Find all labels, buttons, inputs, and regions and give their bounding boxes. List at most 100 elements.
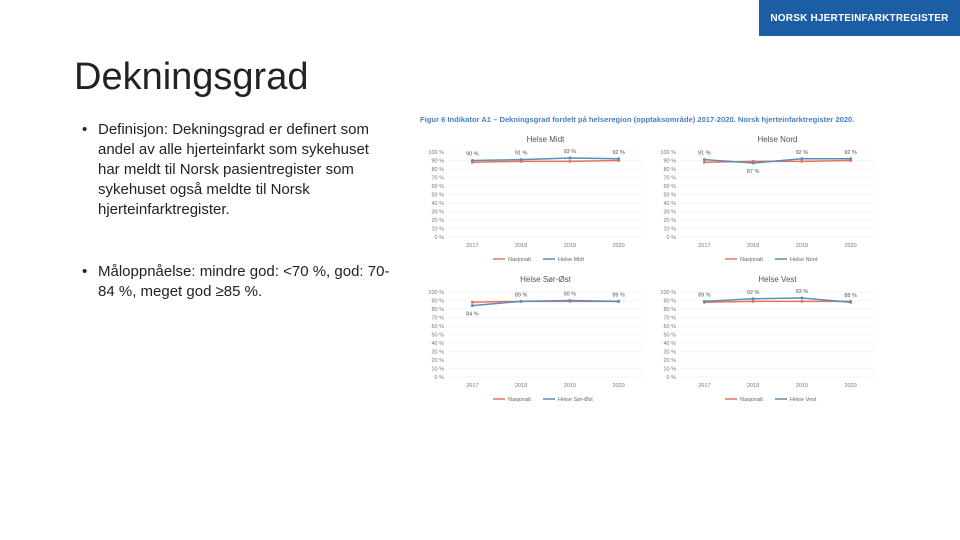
data-label: 92 % bbox=[747, 290, 760, 296]
y-tick-label: 0 % bbox=[435, 235, 445, 241]
data-label: 90 % bbox=[564, 292, 577, 298]
point bbox=[617, 157, 621, 161]
chart-title: Helse Nord bbox=[757, 135, 797, 144]
y-tick-label: 60 % bbox=[431, 184, 444, 190]
x-tick-label: 2018 bbox=[515, 383, 527, 389]
legend-label: Helse Vest bbox=[790, 397, 817, 403]
y-tick-label: 60 % bbox=[431, 324, 444, 330]
y-tick-label: 30 % bbox=[663, 210, 676, 216]
bullet: Måloppnåelse: mindre god: <70 %, god: 70… bbox=[80, 262, 390, 302]
bullet-list: Definisjon: Dekningsgrad er definert som… bbox=[80, 120, 390, 344]
point bbox=[568, 159, 572, 163]
y-tick-label: 80 % bbox=[663, 167, 676, 173]
y-tick-label: 10 % bbox=[663, 367, 676, 373]
y-tick-label: 70 % bbox=[431, 176, 444, 182]
y-tick-label: 90 % bbox=[663, 159, 676, 165]
point bbox=[470, 304, 474, 308]
y-tick-label: 100 % bbox=[660, 150, 676, 156]
x-tick-label: 2020 bbox=[613, 383, 625, 389]
point bbox=[519, 158, 523, 162]
x-tick-label: 2020 bbox=[845, 243, 857, 249]
y-tick-label: 0 % bbox=[667, 375, 677, 381]
data-label: 89 % bbox=[612, 292, 625, 298]
point bbox=[702, 158, 706, 162]
point bbox=[751, 161, 755, 165]
data-label: 88 % bbox=[844, 293, 857, 299]
slide-title: Dekningsgrad bbox=[74, 56, 309, 98]
legend-label: Nasjonalt bbox=[508, 257, 531, 263]
legend-label: Nasjonalt bbox=[508, 397, 531, 403]
data-label: 93 % bbox=[564, 149, 577, 155]
data-label: 91 % bbox=[698, 151, 711, 157]
point bbox=[519, 299, 523, 303]
y-tick-label: 60 % bbox=[663, 324, 676, 330]
y-tick-label: 30 % bbox=[431, 210, 444, 216]
y-tick-label: 20 % bbox=[431, 218, 444, 224]
y-tick-label: 40 % bbox=[431, 201, 444, 207]
data-label: 92 % bbox=[844, 150, 857, 156]
x-tick-label: 2019 bbox=[564, 383, 576, 389]
y-tick-label: 40 % bbox=[663, 201, 676, 207]
point bbox=[470, 159, 474, 162]
y-tick-label: 30 % bbox=[663, 350, 676, 356]
legend-label: Helse Sør-Øst bbox=[558, 397, 593, 403]
x-tick-label: 2018 bbox=[747, 383, 759, 389]
point bbox=[849, 157, 853, 161]
point bbox=[470, 300, 474, 304]
point bbox=[617, 299, 621, 303]
data-label: 91 % bbox=[515, 151, 528, 157]
figure: Figur 6 Indikator A1 – Dekningsgrad ford… bbox=[420, 115, 875, 403]
y-tick-label: 20 % bbox=[663, 358, 676, 364]
y-tick-label: 40 % bbox=[663, 341, 676, 347]
x-tick-label: 2018 bbox=[747, 243, 759, 249]
x-tick-label: 2019 bbox=[564, 243, 576, 249]
y-tick-label: 70 % bbox=[663, 176, 676, 182]
x-tick-label: 2017 bbox=[466, 243, 478, 249]
chart-title: Helse Sør-Øst bbox=[520, 275, 571, 284]
y-tick-label: 90 % bbox=[663, 299, 676, 305]
point bbox=[702, 299, 706, 303]
y-tick-label: 30 % bbox=[431, 350, 444, 356]
x-tick-label: 2019 bbox=[796, 383, 808, 389]
data-label: 92 % bbox=[796, 150, 809, 156]
point bbox=[751, 299, 755, 303]
data-label: 89 % bbox=[698, 292, 711, 298]
data-label: 92 % bbox=[612, 150, 625, 156]
x-tick-label: 2020 bbox=[845, 383, 857, 389]
y-tick-label: 10 % bbox=[431, 227, 444, 233]
y-tick-label: 50 % bbox=[431, 333, 444, 339]
series-line bbox=[472, 299, 619, 307]
x-tick-label: 2017 bbox=[698, 383, 710, 389]
x-tick-label: 2017 bbox=[466, 383, 478, 389]
point bbox=[751, 297, 755, 301]
y-tick-label: 20 % bbox=[663, 218, 676, 224]
legend-label: Nasjonalt bbox=[740, 397, 763, 403]
data-label: 84 % bbox=[466, 312, 479, 318]
point bbox=[800, 299, 804, 303]
logo: NORSK HJERTEINFARKTREGISTER bbox=[759, 0, 960, 36]
y-tick-label: 0 % bbox=[667, 235, 677, 241]
y-tick-label: 50 % bbox=[663, 193, 676, 199]
point bbox=[800, 157, 804, 161]
series-line bbox=[704, 297, 851, 303]
bullet: Definisjon: Dekningsgrad er definert som… bbox=[80, 120, 390, 220]
y-tick-label: 0 % bbox=[435, 375, 445, 381]
y-tick-label: 100 % bbox=[428, 150, 444, 156]
y-tick-label: 10 % bbox=[431, 367, 444, 373]
y-tick-label: 100 % bbox=[660, 290, 676, 296]
y-tick-label: 20 % bbox=[431, 358, 444, 364]
y-tick-label: 80 % bbox=[431, 307, 444, 313]
point bbox=[568, 299, 572, 302]
y-tick-label: 40 % bbox=[431, 341, 444, 347]
x-tick-label: 2017 bbox=[698, 243, 710, 249]
legend-label: Helse Nord bbox=[790, 257, 818, 263]
y-tick-label: 90 % bbox=[431, 299, 444, 305]
series-line bbox=[704, 300, 851, 303]
point bbox=[849, 300, 853, 304]
data-label: 93 % bbox=[796, 289, 809, 295]
chart-title: Helse Vest bbox=[758, 275, 797, 284]
y-tick-label: 50 % bbox=[663, 333, 676, 339]
y-tick-label: 10 % bbox=[663, 227, 676, 233]
point bbox=[702, 160, 706, 164]
